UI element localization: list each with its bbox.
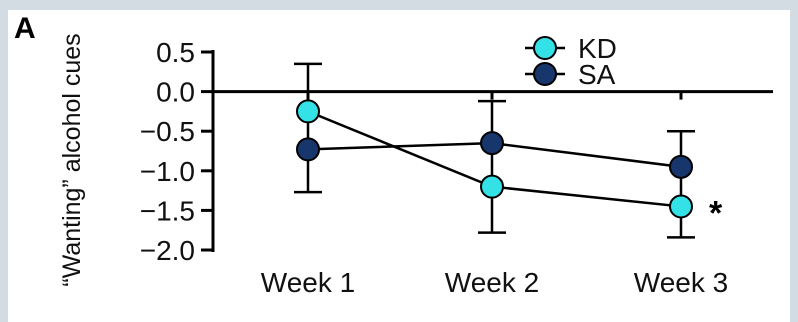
y-tick-label: 0.5	[156, 37, 195, 68]
legend-marker	[533, 62, 557, 86]
significance-marker: *	[709, 194, 723, 232]
legend-label: SA	[578, 59, 616, 90]
data-point-kd	[669, 194, 693, 219]
y-tick-label: 0.0	[156, 77, 195, 108]
x-category-label: Week 1	[261, 267, 355, 298]
chart-panel: A “Wanting” alcohol cues 0.5 0.0 −0.5 −1.0 −…	[8, 10, 790, 322]
line-chart: A “Wanting” alcohol cues 0.5 0.0 −0.5 −1.0 −…	[14, 12, 773, 298]
y-tick-label: −1.5	[140, 195, 195, 226]
y-tick-label: −2.0	[140, 235, 195, 266]
legend-label: KD	[578, 33, 617, 64]
data-point-sa	[669, 154, 693, 179]
data-point-kd	[480, 174, 504, 199]
data-point-sa	[296, 137, 320, 162]
panel-letter: A	[14, 12, 36, 45]
legend-marker	[533, 36, 557, 60]
y-tick-label: −0.5	[140, 116, 195, 147]
x-category-label: Week 2	[445, 267, 539, 298]
y-axis-title: “Wanting” alcohol cues	[58, 33, 86, 286]
data-point-kd	[296, 99, 320, 124]
data-point-sa	[480, 131, 504, 156]
x-category-label: Week 3	[634, 267, 728, 298]
y-tick-label: −1.0	[140, 156, 195, 187]
